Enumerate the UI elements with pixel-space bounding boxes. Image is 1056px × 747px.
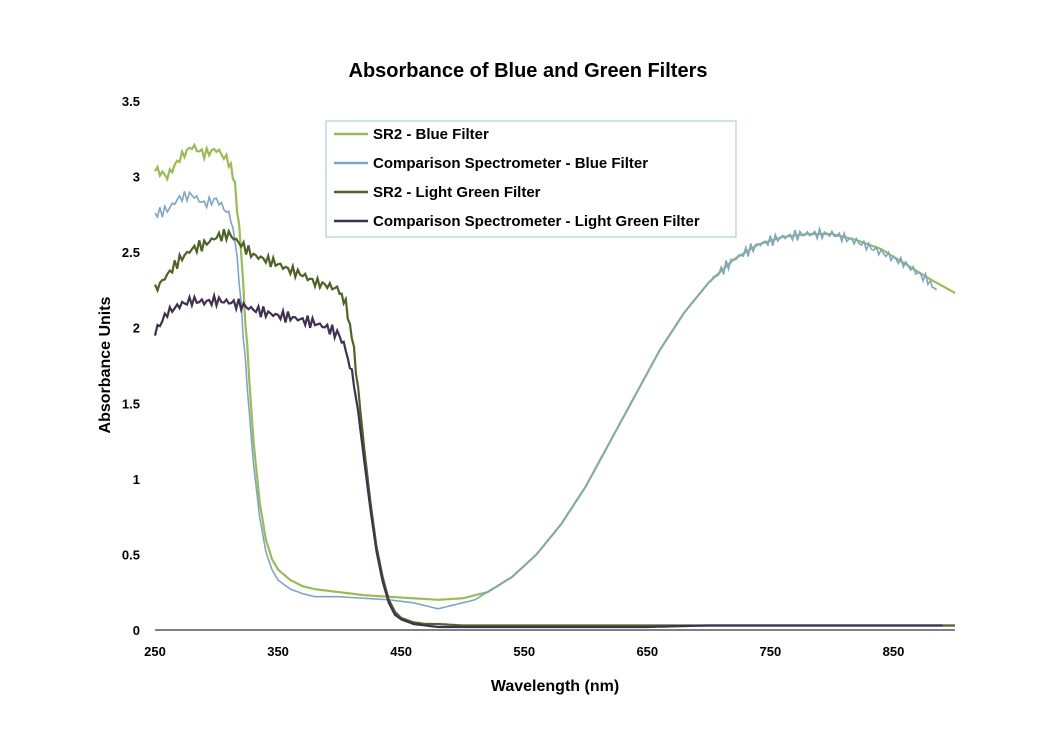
legend-box (325, 120, 737, 238)
x-tick-label: 550 (513, 644, 535, 659)
y-tick-label: 1 (133, 472, 140, 487)
series-line (154, 190, 938, 610)
x-tick-group: 250 350 450 550 650 750 850 (144, 644, 904, 659)
y-tick-label: 1.5 (122, 396, 140, 411)
legend-label: SR2 - Blue Filter (373, 126, 489, 143)
y-tick-group: 0 0.5 1 1.5 2 2.5 3 3.5 (122, 94, 140, 638)
y-axis-label: Absorbance Units (97, 296, 114, 433)
y-tick-label: 0.5 (122, 547, 140, 562)
y-tick-label: 3.5 (122, 94, 140, 109)
legend: SR2 - Blue Filter Comparison Spectrometer… (325, 120, 737, 238)
x-axis-label: Wavelength (nm) (491, 678, 619, 695)
x-tick-label: 250 (144, 644, 166, 659)
series-layer (153, 142, 956, 629)
y-tick-label: 3 (133, 170, 140, 185)
x-tick-label: 850 (883, 644, 905, 659)
legend-label: Comparison Spectrometer - Blue Filter (373, 155, 648, 172)
y-tick-label: 2 (133, 321, 140, 336)
chart-title: Absorbance of Blue and Green Filters (349, 60, 708, 82)
legend-label: SR2 - Light Green Filter (373, 184, 541, 201)
x-tick-label: 650 (636, 644, 658, 659)
series-line (153, 291, 943, 629)
y-tick-label: 2.5 (122, 245, 140, 260)
legend-label: Comparison Spectrometer - Light Green Fi… (373, 213, 700, 230)
x-tick-label: 450 (390, 644, 412, 659)
x-tick-label: 350 (267, 644, 289, 659)
x-tick-label: 750 (760, 644, 782, 659)
y-tick-label: 0 (133, 623, 140, 638)
